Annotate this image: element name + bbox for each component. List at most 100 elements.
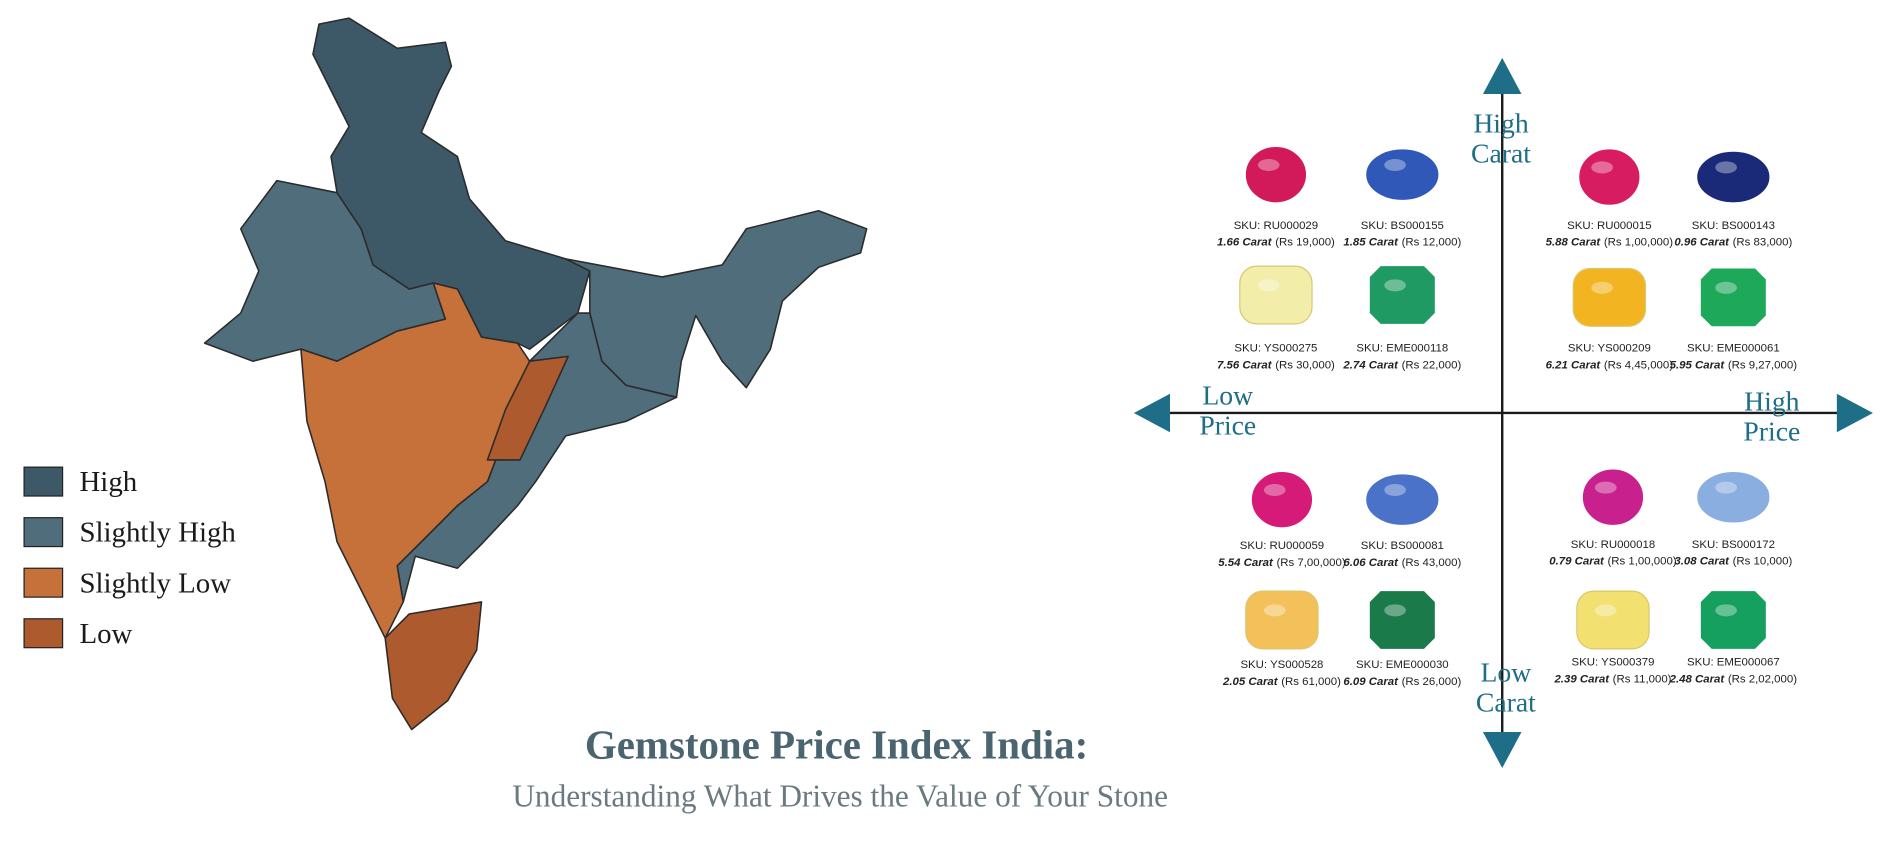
- gem: [1369, 266, 1435, 324]
- gem-detail: 6.21 Carat (Rs 4,45,000): [1546, 359, 1674, 371]
- gem-sku: SKU: BS000143: [1692, 220, 1775, 232]
- gem-detail: 3.08 Carat (Rs 10,000): [1674, 556, 1792, 568]
- gem: [1243, 144, 1309, 205]
- axis-label: Price: [1199, 410, 1256, 441]
- gem: [1694, 469, 1772, 525]
- gem-detail: 1.66 Carat (Rs 19,000): [1217, 237, 1335, 249]
- gem-price: (Rs 11,000): [1613, 674, 1672, 686]
- gem-carat: 5.95 Carat: [1670, 359, 1726, 371]
- gem-price: (Rs 1,00,000): [1604, 237, 1673, 249]
- gem-detail: 1.85 Carat (Rs 12,000): [1343, 237, 1461, 249]
- gem-sku: SKU: RU000018: [1571, 539, 1655, 551]
- gem-price: (Rs 2,02,000): [1728, 674, 1797, 686]
- gem: [1700, 268, 1766, 327]
- gem-price: (Rs 4,45,000): [1604, 359, 1673, 371]
- gem-price: (Rs 43,000): [1402, 557, 1462, 569]
- gem-shine: [1257, 158, 1280, 172]
- gem-price: (Rs 22,000): [1402, 359, 1462, 371]
- gem-shine: [1384, 483, 1406, 497]
- legend-label: High: [79, 466, 137, 498]
- legend-swatch: [23, 517, 64, 548]
- gem-shine: [1263, 483, 1286, 497]
- gem-carat: 2.74 Carat: [1342, 359, 1399, 371]
- gem: [1249, 469, 1315, 530]
- gem-carat: 1.85 Carat: [1343, 237, 1399, 249]
- gem-detail: 5.54 Carat (Rs 7,00,000): [1218, 557, 1346, 569]
- gem-detail: 2.05 Carat (Rs 61,000): [1222, 676, 1341, 688]
- gem-shine: [1715, 281, 1737, 294]
- gem-sku: SKU: BS000081: [1361, 540, 1444, 552]
- legend-swatch: [23, 466, 64, 497]
- gem-carat: 6.09 Carat: [1343, 676, 1399, 688]
- gem: [1694, 149, 1772, 205]
- gem-sku: SKU: EME000118: [1356, 343, 1448, 355]
- gem-carat: 2.48 Carat: [1669, 674, 1726, 686]
- region-low: [486, 355, 569, 461]
- gem-sku: SKU: EME000067: [1687, 657, 1780, 669]
- axis-label: Carat: [1476, 686, 1536, 717]
- gem-sku: SKU: YS000209: [1568, 343, 1651, 355]
- legend: High Slightly High Slightly Low Low: [23, 466, 236, 650]
- gem-detail: 5.95 Carat (Rs 9,27,000): [1670, 359, 1798, 371]
- gem-sku: SKU: RU000015: [1567, 220, 1651, 232]
- gem: [1576, 146, 1642, 208]
- gem-detail: 2.39 Carat (Rs 11,000): [1553, 674, 1671, 686]
- gem-shine: [1591, 161, 1613, 174]
- gem-price: (Rs 26,000): [1402, 676, 1462, 688]
- gem: [1700, 591, 1766, 649]
- gem-sku: SKU: RU000029: [1234, 220, 1318, 232]
- region-low: [384, 601, 483, 731]
- legend-swatch: [23, 618, 64, 649]
- arrow-left: [1133, 393, 1170, 433]
- gem-shine: [1384, 604, 1406, 617]
- gem: [1369, 591, 1435, 649]
- gem-sku: SKU: EME000061: [1687, 343, 1780, 355]
- gem-shine: [1594, 604, 1617, 617]
- gem: [1580, 467, 1646, 528]
- gem-carat: 0.79 Carat: [1549, 556, 1605, 568]
- axis-label: Low: [1202, 380, 1253, 411]
- gem-price: (Rs 30,000): [1275, 359, 1335, 371]
- gem-shine: [1384, 158, 1406, 172]
- arrow-down: [1482, 731, 1522, 769]
- gem: [1239, 265, 1313, 325]
- gem: [1363, 471, 1441, 528]
- gem-price: (Rs 7,00,000): [1276, 557, 1345, 569]
- gem-carat: 5.88 Carat: [1546, 237, 1602, 249]
- subtitle: Understanding What Drives the Value of Y…: [512, 779, 1168, 814]
- gem-price: (Rs 12,000): [1402, 237, 1462, 249]
- gem-sku: SKU: YS000528: [1240, 659, 1323, 671]
- gem-shine: [1715, 161, 1737, 174]
- gem-price: (Rs 1,00,000): [1607, 556, 1676, 568]
- region-slightly-low: [300, 282, 531, 639]
- gem-shine: [1594, 481, 1617, 494]
- axis-label: High: [1473, 108, 1529, 139]
- gem-sku: SKU: EME000030: [1356, 659, 1449, 671]
- gem: [1572, 267, 1647, 327]
- legend-label: Slightly Low: [79, 567, 231, 599]
- gem-shine: [1591, 281, 1613, 294]
- axis-label: High: [1744, 386, 1800, 417]
- gem-price: (Rs 9,27,000): [1728, 359, 1797, 371]
- arrow-up: [1482, 57, 1522, 94]
- gem-sku: SKU: BS000172: [1692, 539, 1775, 551]
- axis-label: Low: [1480, 656, 1531, 687]
- gem-detail: 2.74 Carat (Rs 22,000): [1342, 359, 1461, 371]
- gem-carat: 2.05 Carat: [1222, 676, 1279, 688]
- gem-carat: 5.54 Carat: [1218, 557, 1274, 569]
- gem-price: (Rs 10,000): [1733, 556, 1793, 568]
- gem-grid: SKU: RU000029 1.66 Carat (Rs 19,000) SKU: B…: [1217, 144, 1798, 688]
- gem-detail: 0.79 Carat (Rs 1,00,000): [1549, 556, 1677, 568]
- india-map: [203, 17, 868, 731]
- gem-shine: [1715, 481, 1737, 494]
- gem-carat: 6.06 Carat: [1343, 557, 1399, 569]
- gem-detail: 0.96 Carat (Rs 83,000): [1674, 237, 1792, 249]
- legend-label: Low: [79, 618, 132, 650]
- gem-detail: 2.48 Carat (Rs 2,02,000): [1669, 674, 1798, 686]
- gem-detail: 7.56 Carat (Rs 30,000): [1217, 359, 1335, 371]
- axis-label: Carat: [1471, 138, 1531, 169]
- gem-carat: 1.66 Carat: [1217, 237, 1273, 249]
